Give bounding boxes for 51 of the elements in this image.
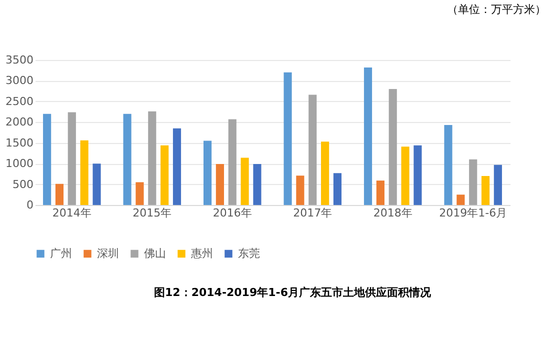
bar <box>123 114 132 205</box>
legend-label: 佛山 <box>144 246 166 260</box>
bar <box>160 145 169 205</box>
legend-label: 东莞 <box>238 246 260 260</box>
bar <box>481 176 490 205</box>
bar <box>284 72 292 205</box>
bar <box>308 94 317 205</box>
legend-label: 深圳 <box>97 246 119 260</box>
bar <box>401 146 410 205</box>
x-tick-label: 2017年 <box>293 206 332 220</box>
y-tick-label: 500 <box>12 178 34 191</box>
x-tick-label: 2016年 <box>212 206 252 220</box>
x-tick-label: 2019年1-6月 <box>439 206 508 220</box>
bar <box>469 159 478 205</box>
chart-subtitle: （单位：万平方米） <box>447 3 546 16</box>
bar <box>240 158 249 205</box>
bar <box>80 140 88 205</box>
bar <box>456 194 465 205</box>
legend-label: 惠州 <box>190 246 213 260</box>
y-tick-label: 0 <box>26 198 34 212</box>
bar <box>216 164 224 205</box>
y-tick-label: 1500 <box>6 136 34 150</box>
bar <box>494 164 502 205</box>
x-tick-label: 2015年 <box>132 206 172 220</box>
bar <box>55 184 64 205</box>
bar <box>172 128 182 205</box>
bar <box>333 173 342 205</box>
bar <box>444 125 452 205</box>
bar <box>68 112 76 205</box>
bar <box>321 142 330 205</box>
bar <box>253 164 262 205</box>
bar <box>388 89 397 205</box>
bar <box>228 119 236 205</box>
bar <box>364 67 372 205</box>
bar <box>376 180 384 205</box>
text: 图12：2014-2019年1-6月广东五市土地供应面积情况 <box>154 286 432 299</box>
x-tick-label: 2018年 <box>373 206 412 220</box>
bar <box>296 176 304 205</box>
bar <box>92 164 101 205</box>
bar <box>136 182 144 205</box>
legend-label: 广州 <box>50 246 72 260</box>
bar <box>203 140 212 205</box>
x-tick-label: 2014年 <box>52 206 92 220</box>
bar <box>414 145 422 205</box>
y-tick-label: 3500 <box>6 54 34 66</box>
y-tick-label: 1000 <box>6 157 34 170</box>
y-tick-label: 3000 <box>6 74 34 88</box>
y-tick-label: 2000 <box>6 116 34 129</box>
bar <box>43 114 52 205</box>
y-tick-label: 2500 <box>6 94 34 108</box>
bar <box>148 111 156 205</box>
